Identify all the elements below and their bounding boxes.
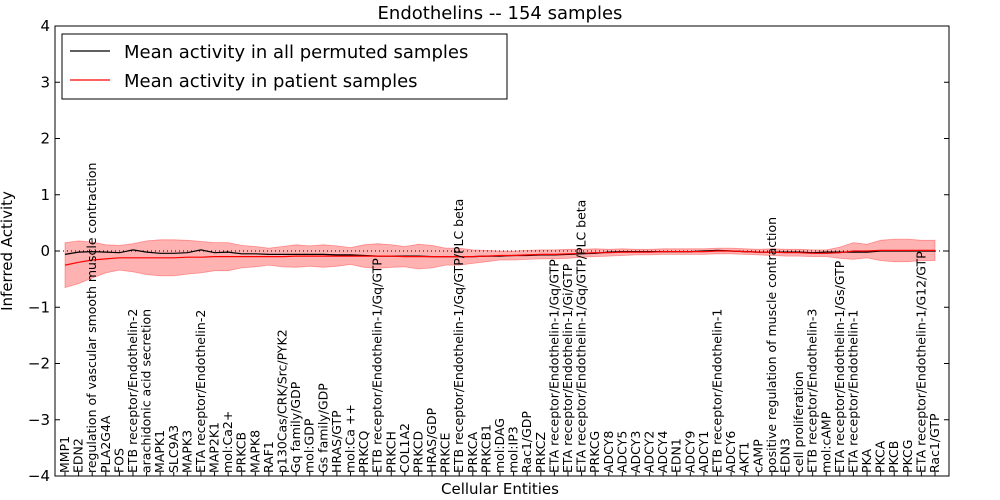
x-tick-label: regulation of vascular smooth muscle con… [84, 163, 99, 473]
legend: Mean activity in all permuted samples Me… [61, 33, 508, 100]
x-tick-label: EDN2 [71, 438, 86, 473]
y-tick-label: −1 [28, 298, 50, 316]
x-tick-label: ADCY3 [628, 431, 643, 473]
x-tick-label: ETA receptor/Endothelin-1/Gq/GTP/PLC bet… [574, 200, 589, 473]
x-tick-label: arachidonic acid secretion [139, 309, 154, 473]
chart-title: Endothelins -- 154 samples [378, 3, 623, 24]
x-tick-label: ETB receptor/Endothelin-1/Gq/GTP/PLC bet… [451, 199, 466, 473]
x-tick-label: FOS [111, 448, 126, 473]
x-axis-label: Cellular Entities [441, 480, 559, 498]
x-tick-label: p130Cas/CRK/Src/PYK2 [275, 329, 290, 473]
y-tick-label: 1 [40, 186, 50, 204]
x-tick-label: MMP1 [57, 436, 72, 473]
x-tick-label: positive regulation of muscle contractio… [764, 217, 779, 473]
legend-box [61, 33, 508, 100]
x-tick-label: MAPK3 [179, 430, 194, 473]
x-tick-label: PKCA [873, 440, 888, 473]
x-tick-label: COL1A2 [397, 423, 412, 473]
legend-label-patient: Mean activity in patient samples [124, 71, 418, 92]
x-tick-label: AKT1 [737, 442, 752, 473]
x-tick-label: HRAS/GTP [329, 410, 344, 473]
x-tick-label: Gq family/GDP [288, 381, 303, 473]
x-tick-label: mol:IP3 [506, 426, 521, 473]
x-tick-label: PRKCQ [356, 431, 371, 473]
x-tick-label: ADCY9 [682, 431, 697, 473]
x-tick-label: PRKCB [234, 432, 249, 473]
x-tick-label: Rac1/GDP [519, 411, 534, 473]
x-tick-label: MAPK8 [247, 430, 262, 473]
x-tick-label: mol:cAMP [818, 411, 833, 473]
x-tick-label: cell proliferation [791, 371, 806, 473]
patient-confidence-band [64, 238, 936, 289]
x-tick-label: ADCY4 [655, 431, 670, 473]
x-tick-label: ETA receptor/Endothelin-2 [193, 310, 208, 473]
y-tick-label: −4 [28, 467, 50, 485]
x-tick-label: ADCY6 [723, 431, 738, 473]
plot-area [55, 238, 949, 476]
y-tick-label: 2 [40, 130, 50, 148]
x-tick-label: RAF1 [261, 441, 276, 473]
x-tick-label: PKA [859, 448, 874, 473]
x-tick-label: ADCY2 [642, 431, 657, 473]
x-tick-label: PRKCG [587, 431, 602, 473]
x-tick-label: MAP2K1 [207, 422, 222, 473]
y-tick-label: 4 [40, 17, 50, 35]
x-tick-label: PKCB [886, 441, 901, 473]
x-tick-label: mol:Ca2+ [220, 411, 235, 473]
x-tick-label: ADCY8 [601, 431, 616, 473]
x-tick-label: mol:DAG [492, 418, 507, 473]
x-tick-label: PRKCB1 [478, 424, 493, 473]
x-tick-label: mol:GDP [302, 418, 317, 473]
x-tick-label: ETB receptor/Endothelin-3 [805, 309, 820, 473]
x-tick-label: PLA2G4A [98, 415, 113, 473]
y-tick-label: 3 [40, 73, 50, 91]
x-tick-label: MAPK1 [152, 430, 167, 473]
y-axis-label: Inferred Activity [0, 191, 16, 311]
x-tick-label: PRKCD [410, 431, 425, 473]
y-axis: −4 −3 −2 −1 0 1 2 3 4 [28, 17, 949, 485]
x-tick-label: ADCY5 [614, 431, 629, 473]
x-tick-label: cAMP [750, 439, 765, 473]
x-tick-label: HRAS/GDP [424, 407, 439, 473]
x-tick-label: ETA receptor/Endothelin-1/Gs/GTP [832, 260, 847, 473]
x-tick-label: ETA receptor/Endothelin-1/Gq/GTP [546, 259, 561, 473]
x-tick-label: PKCG [900, 440, 915, 473]
x-tick-label: EDN1 [669, 438, 684, 473]
x-tick-label: ETA receptor/Endothelin-1 [845, 310, 860, 473]
legend-label-permuted: Mean activity in all permuted samples [124, 42, 468, 63]
x-tick-label: Rac1/GTP [927, 413, 942, 473]
x-tick-label: ETB receptor/Endothelin-2 [125, 309, 140, 473]
x-tick-label: ETA receptor/Endothelin-1/G12/GTP [913, 251, 928, 473]
x-tick-label: EDN3 [778, 438, 793, 473]
x-tick-label: ETB receptor/Endothelin-1/Gq/GTP [370, 258, 385, 473]
x-tick-label: PRKCZ [533, 432, 548, 473]
y-tick-label: −2 [28, 355, 50, 373]
y-tick-label: 0 [40, 242, 50, 260]
x-tick-label: PRKCA [465, 432, 480, 473]
x-tick-label: Gs family/GDP [315, 383, 330, 473]
x-tick-label: ETA receptor/Endothelin-1/Gi/GTP [560, 263, 575, 473]
series-line-patient [64, 249, 935, 266]
y-tick-label: −3 [28, 411, 50, 429]
x-tick-label: SLC9A3 [166, 425, 181, 473]
x-tick-label: PRKCH [383, 431, 398, 473]
x-tick-label: PRKCE [438, 433, 453, 473]
x-tick-label: ETB receptor/Endothelin-1 [710, 309, 725, 473]
x-tick-label: mol:Ca ++ [343, 404, 358, 473]
x-tick-label: ADCY1 [696, 431, 711, 473]
